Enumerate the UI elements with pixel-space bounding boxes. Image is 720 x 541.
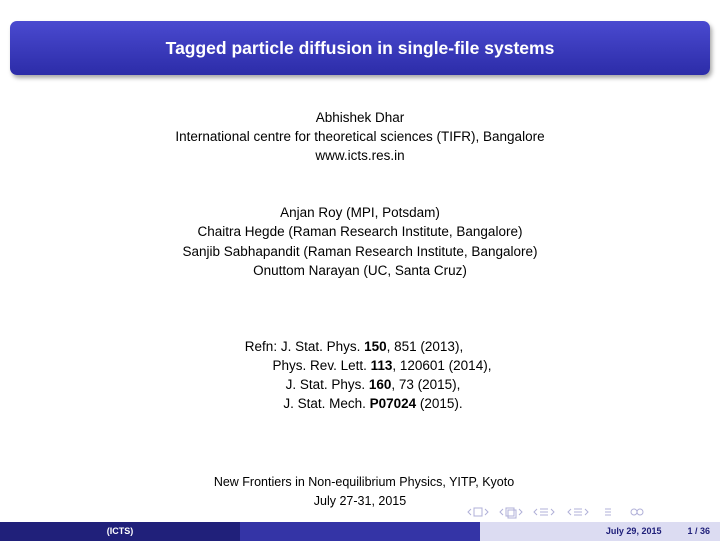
collaborator: Sanjib Sabhapandit (Raman Research Insti… [182,244,538,259]
ref-volume: 113 [370,358,393,373]
title: Tagged particle diffusion in single-file… [165,37,555,58]
ref-text: J. Stat. Mech. [283,396,370,411]
collaborator: Anjan Roy (MPI, Potsdam) [280,205,440,220]
footer-title [240,522,480,541]
reference: J. Stat. Phys. 160, 73 (2015), [13,375,720,394]
reference: Refn: J. Stat. Phys. 150, 851 (2013), [0,337,714,356]
footer-page: 1 / 36 [687,526,710,536]
conference-name: New Frontiers in Non-equilibrium Physics… [213,475,515,489]
footer: (ICTS) July 29, 2015 1 / 36 [0,522,720,541]
title-box: Tagged particle diffusion in single-file… [10,21,710,75]
ref-text: , 73 (2015), [391,377,461,392]
footer-institute: (ICTS) [0,522,240,541]
reference: Phys. Rev. Lett. 113, 120601 (2014), [22,356,720,375]
ref-text: , 851 (2013), [386,339,464,354]
author-name: Abhishek Dhar [315,110,405,125]
conference-dates: July 27-31, 2015 [313,494,407,508]
collaborator: Onuttom Narayan (UC, Santa Cruz) [253,263,467,278]
footer-date: July 29, 2015 [605,526,662,536]
reference: J. Stat. Mech. P07024 (2015). [13,394,720,413]
author-url: www.icts.res.in [315,148,405,163]
ref-text: Phys. Rev. Lett. [272,358,371,373]
footer-right: July 29, 2015 1 / 36 [480,522,720,541]
ref-volume: 150 [364,339,387,354]
ref-text: , 120601 (2014), [392,358,492,373]
collaborator: Chaitra Hegde (Raman Research Institute,… [197,224,523,239]
author-affiliation: International centre for theoretical sci… [175,129,545,144]
ref-text: (2015). [416,396,463,411]
ref-volume: 160 [368,377,392,392]
ref-text: Refn: J. Stat. Phys. [244,339,365,354]
ref-volume: P07024 [369,396,417,411]
ref-text: J. Stat. Phys. [285,377,369,392]
navigation-symbols[interactable] [465,505,715,519]
